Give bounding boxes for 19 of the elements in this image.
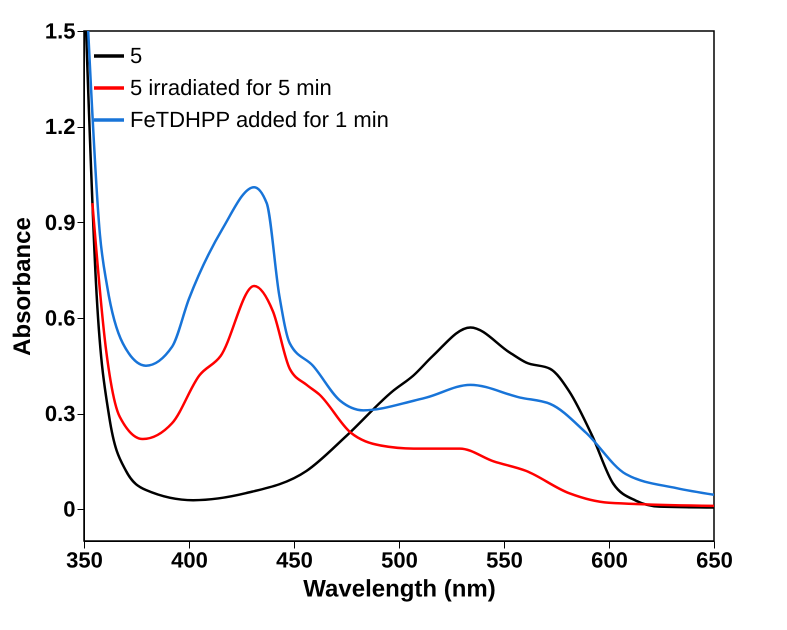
x-tick-label: 450 (276, 548, 313, 572)
legend-label: FeTDHPP added for 1 min (130, 107, 389, 132)
x-tick-label: 600 (591, 548, 628, 572)
x-tick-label: 400 (171, 548, 208, 572)
y-tick-label: 1.2 (44, 114, 76, 140)
line-series (91, 202, 714, 508)
y-axis-title: Absorbance (8, 217, 36, 356)
x-axis-title: Wavelength (nm) (303, 576, 496, 602)
legend-label: 5 (130, 43, 142, 68)
legend-label: 5 irradiated for 5 min (130, 75, 332, 100)
y-tick-label: 1.5 (44, 18, 76, 44)
y-tick-label: 0.6 (44, 305, 76, 330)
x-tick-label: 650 (696, 548, 733, 572)
y-tick-label: 0.9 (44, 210, 76, 235)
y-tick-label: 0 (63, 496, 76, 522)
y-tick-label: 0.3 (44, 401, 76, 426)
x-tick-label: 500 (381, 548, 418, 572)
x-tick-label: 550 (486, 548, 523, 572)
x-tick-label: 350 (66, 548, 103, 572)
